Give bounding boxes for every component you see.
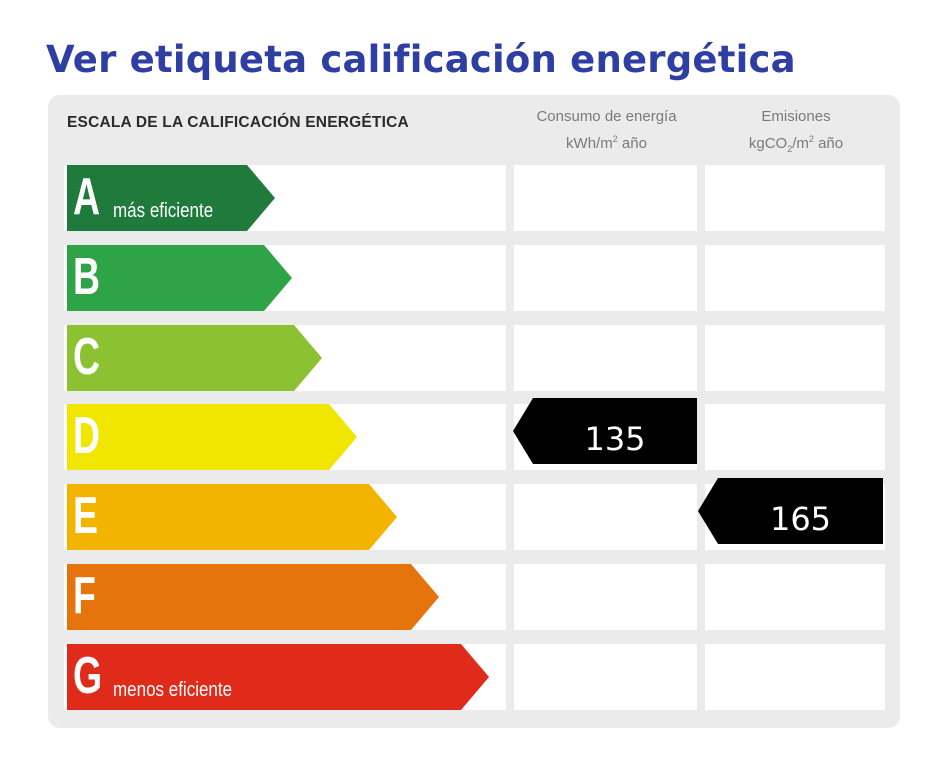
class-arrow-f: F bbox=[67, 564, 439, 630]
page-title: Ver etiqueta calificación energética bbox=[46, 38, 796, 81]
energy-column-title: Consumo de energía bbox=[536, 108, 677, 125]
energy-rating-value: 135 bbox=[584, 420, 646, 458]
emissions-cell-d bbox=[705, 404, 885, 470]
emissions-cell-c bbox=[705, 325, 885, 391]
emissions-column-title: Emisiones bbox=[761, 108, 831, 125]
emissions-rating-marker: 165 bbox=[698, 478, 883, 544]
emissions-cell-b bbox=[705, 245, 885, 311]
energy-rating-marker: 135 bbox=[513, 398, 697, 464]
energy-cell-c bbox=[514, 325, 697, 391]
emissions-cell-a bbox=[705, 165, 885, 231]
class-letter-d: D bbox=[73, 407, 101, 465]
class-arrow-e: E bbox=[67, 484, 397, 550]
class-arrow-d: D bbox=[67, 404, 357, 470]
class-label-g: menos eficiente bbox=[113, 679, 233, 701]
energy-cell-b bbox=[514, 245, 697, 311]
class-letter-a: A bbox=[73, 168, 101, 226]
emissions-cell-g bbox=[705, 644, 885, 710]
class-letter-f: F bbox=[73, 567, 96, 625]
class-label-a: más eficiente bbox=[113, 200, 214, 222]
scale-heading: ESCALA DE LA CALIFICACIÓN ENERGÉTICA bbox=[67, 114, 409, 131]
class-letter-g: G bbox=[73, 647, 103, 705]
energy-column-header: Consumo de energía kWh/m2 año bbox=[515, 106, 698, 155]
class-arrow-b: B bbox=[67, 245, 292, 311]
class-letter-e: E bbox=[73, 487, 98, 545]
energy-cell-a bbox=[514, 165, 697, 231]
energy-cell-e bbox=[514, 484, 697, 550]
energy-cell-g bbox=[514, 644, 697, 710]
class-letter-b: B bbox=[73, 248, 101, 306]
energy-column-unit: kWh/m2 año bbox=[566, 134, 647, 152]
class-letter-c: C bbox=[73, 328, 101, 386]
class-arrow-c: C bbox=[67, 325, 322, 391]
emissions-column-unit: kgCO2/m2 año bbox=[748, 134, 844, 154]
energy-cell-f bbox=[514, 564, 697, 630]
emissions-rating-value: 165 bbox=[769, 500, 832, 538]
emissions-cell-f bbox=[705, 564, 885, 630]
emissions-column-header: Emisiones kgCO2/m2 año bbox=[705, 106, 887, 160]
